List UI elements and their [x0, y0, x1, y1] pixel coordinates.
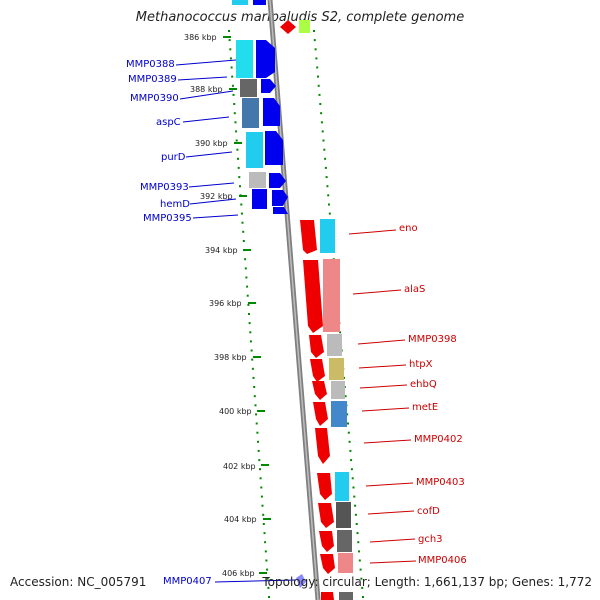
gene-label: metE — [412, 402, 438, 413]
gene-arrow — [261, 79, 276, 93]
tick-label: 396 kbp — [209, 299, 242, 308]
tick-label: 390 kbp — [195, 139, 228, 148]
gene-label: MMP0406 — [418, 555, 467, 566]
tick-label: 404 kbp — [224, 515, 257, 524]
gene-label: MMP0390 — [130, 93, 179, 104]
tick-label: 388 kbp — [190, 85, 223, 94]
gene-label: MMP0403 — [416, 477, 465, 488]
accession-label: Accession: NC_005791 — [10, 575, 147, 589]
gene-label: MMP0388 — [126, 59, 175, 70]
gene-arrow — [273, 207, 288, 214]
gene-arrow — [272, 190, 288, 206]
gene-arrow — [321, 592, 334, 600]
gene-label: cofD — [417, 506, 440, 517]
gene-arrow — [265, 131, 283, 165]
gene-label: hemD — [160, 199, 190, 210]
gene-arrow — [313, 402, 328, 426]
tick-label: 400 kbp — [219, 407, 252, 416]
gene-arrow — [303, 260, 323, 333]
small-blue-feature — [296, 574, 306, 588]
map-title: Methanococcus maripaludis S2, complete g… — [135, 10, 465, 25]
tick-label: 392 kbp — [200, 192, 233, 201]
gene-arrow — [312, 381, 327, 400]
gene-box-MMP0403 — [336, 502, 351, 528]
gene-arrow — [269, 173, 286, 188]
gene-box-cofD — [337, 530, 352, 552]
gene-arrow — [317, 473, 332, 500]
top-red-feature — [280, 20, 296, 34]
reverse-genes — [296, 219, 353, 600]
gene-box-htpX — [329, 358, 344, 380]
gene-box-eno — [320, 219, 335, 253]
gene-label: ehbQ — [410, 379, 437, 390]
tick-label: 394 kbp — [205, 246, 238, 255]
gene-box-MMP0402 — [335, 472, 349, 501]
forward-genes — [236, 40, 288, 214]
gene-label: alaS — [404, 284, 425, 295]
gene-arrow — [315, 428, 330, 464]
gene-arrow — [320, 554, 335, 574]
gene-arrow — [319, 531, 334, 552]
gene-box-MMP0393 — [249, 172, 266, 188]
gene-label: MMP0389 — [128, 74, 177, 85]
gene-label: MMP0407 — [163, 576, 212, 587]
gene-label: gch3 — [418, 534, 443, 545]
gene-label: purD — [161, 152, 186, 163]
tick-label: 402 kbp — [223, 462, 256, 471]
top-green-feature — [299, 20, 310, 33]
gene-label: MMP0393 — [140, 182, 189, 193]
gene-box-hemD — [252, 189, 267, 209]
gene-arrow — [300, 220, 317, 254]
tick-labels: 386 kbp 388 kbp 390 kbp 392 kbp 394 kbp … — [184, 33, 257, 578]
tick-label: 406 kbp — [222, 569, 255, 578]
gene-box-alaS — [323, 259, 340, 332]
gene-box-MMP0390 — [242, 98, 259, 128]
gene-box-gch3 — [338, 553, 353, 573]
top-blue-feature — [232, 0, 248, 5]
reverse-gene-labels: eno alaS MMP0398 htpX ehbQ metE MMP0402 … — [348, 223, 467, 566]
gene-arrow — [263, 98, 280, 126]
tick-marks — [223, 36, 271, 574]
forward-gene-labels: MMP0388 MMP0389 MMP0390 aspC purD MMP039… — [126, 59, 297, 587]
topology-label: Topology: circular; Length: 1,661,137 bp… — [262, 575, 592, 589]
tick-label: 398 kbp — [214, 353, 247, 362]
gene-arrow — [310, 359, 325, 382]
gene-label: aspC — [156, 117, 181, 128]
gene-box-MMP0398 — [327, 334, 342, 356]
gene-box-ehbQ — [331, 381, 345, 399]
gene-label: MMP0402 — [414, 434, 463, 445]
gene-box-MMP0389 — [240, 79, 257, 97]
gene-arrow — [318, 503, 334, 528]
gene-arrow — [309, 335, 324, 358]
gene-label: MMP0395 — [143, 213, 192, 224]
gene-box-aspC — [246, 132, 263, 168]
gene-arrow — [256, 40, 275, 78]
gene-box-metE — [331, 401, 347, 427]
left-tick-track — [228, 30, 270, 598]
gene-label: htpX — [409, 359, 433, 370]
tick-label: 386 kbp — [184, 33, 217, 42]
gene-label: eno — [399, 223, 418, 234]
gene-label: MMP0398 — [408, 334, 457, 345]
gene-box-MMP0388 — [236, 40, 253, 78]
